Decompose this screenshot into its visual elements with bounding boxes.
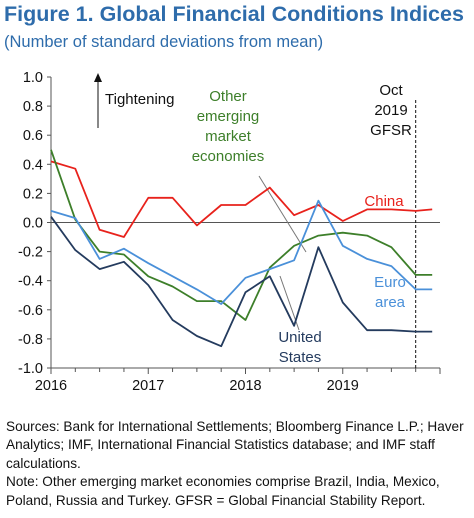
oct-gfsr-label: 2019 bbox=[374, 102, 407, 119]
series-line bbox=[50, 160, 433, 238]
series-label: United bbox=[278, 329, 321, 346]
tightening-arrowhead bbox=[94, 73, 102, 82]
tightening-label: Tightening bbox=[105, 91, 175, 108]
chart-annotations: Tightening Oct 2019 GFSR bbox=[94, 73, 417, 368]
series-label: Other bbox=[209, 88, 247, 105]
x-tick-label: 2017 bbox=[132, 378, 164, 394]
series-labels: China Other emerging market economies Euro are… bbox=[192, 88, 406, 366]
figure-notes: Sources: Bank for International Settleme… bbox=[6, 418, 468, 510]
y-tick-label: 1.0 bbox=[23, 70, 43, 86]
series-label: States bbox=[279, 349, 322, 366]
y-tick-label: -0.6 bbox=[18, 303, 43, 319]
sources-text: Sources: Bank for International Settleme… bbox=[6, 419, 464, 471]
chart-series bbox=[50, 149, 433, 348]
y-tick-label: 0.6 bbox=[23, 128, 43, 144]
figure-subtitle: (Number of standard deviations from mean… bbox=[4, 33, 324, 51]
y-tick-label: 0.4 bbox=[23, 157, 43, 173]
series-label: market bbox=[205, 128, 252, 145]
y-tick-label: -0.4 bbox=[18, 274, 43, 290]
series-label: China bbox=[364, 193, 404, 210]
y-tick-label: -0.2 bbox=[18, 245, 43, 261]
series-label: emerging bbox=[197, 108, 260, 125]
series-label: area bbox=[375, 294, 406, 311]
chart-axes: 1.00.80.60.40.20.0-0.2-0.4-0.6-0.8-1.020… bbox=[18, 70, 441, 394]
y-tick-label: 0.8 bbox=[23, 99, 43, 115]
x-tick-label: 2016 bbox=[35, 378, 67, 394]
series-line bbox=[50, 199, 433, 305]
y-tick-label: -1.0 bbox=[18, 361, 43, 377]
y-tick-label: 0.2 bbox=[23, 186, 43, 202]
x-tick-label: 2019 bbox=[327, 378, 359, 394]
line-chart: 1.00.80.60.40.20.0-0.2-0.4-0.6-0.8-1.020… bbox=[18, 70, 441, 394]
note-text: Note: Other emerging market economies co… bbox=[6, 474, 440, 508]
series-line bbox=[50, 149, 433, 321]
series-label: economies bbox=[192, 148, 265, 165]
series-label: Euro bbox=[374, 274, 406, 291]
x-tick-label: 2018 bbox=[229, 378, 261, 394]
y-tick-label: -0.8 bbox=[18, 332, 43, 348]
y-tick-label: 0.0 bbox=[23, 216, 43, 232]
oct-gfsr-label: Oct bbox=[379, 82, 403, 99]
series-line bbox=[50, 216, 433, 348]
oct-gfsr-label: GFSR bbox=[370, 122, 412, 139]
figure-title: Figure 1. Global Financial Conditions In… bbox=[4, 2, 464, 26]
